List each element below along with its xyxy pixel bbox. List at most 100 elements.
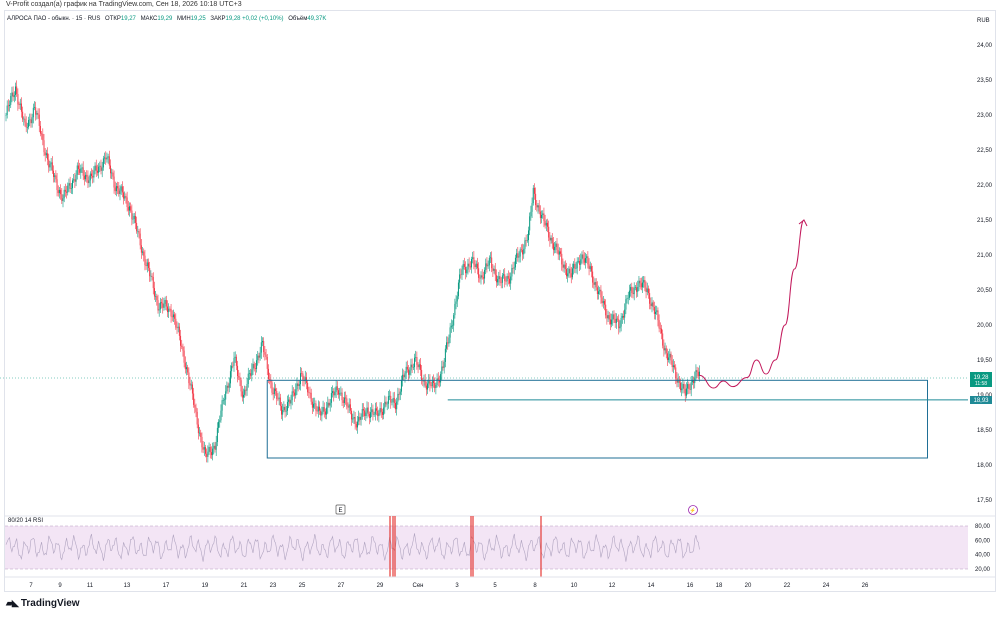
candle-body — [405, 366, 407, 374]
candle-body — [624, 309, 626, 318]
candle-body — [359, 416, 361, 420]
range-box[interactable] — [266, 379, 928, 459]
candle-body — [659, 328, 661, 330]
candle-body — [575, 268, 577, 269]
candle-body — [442, 366, 444, 368]
candle-body — [180, 335, 182, 346]
candle-body — [140, 245, 142, 253]
time-tick-label: 14 — [648, 583, 655, 589]
candle-body — [632, 292, 634, 295]
tradingview-logo-text: TradingView — [20, 598, 80, 609]
candle-body — [225, 391, 227, 400]
time-tick-label: 12 — [609, 583, 616, 589]
candle-body — [188, 372, 190, 384]
candle-body — [604, 301, 605, 305]
candle-body — [298, 384, 300, 387]
symbol-legend[interactable]: АЛРОСА ПАО - обыкн. · 15 · RUS ОТКР19,27… — [7, 16, 326, 22]
candle-body — [532, 187, 534, 204]
candle-body — [479, 277, 481, 279]
candle-body — [157, 300, 159, 311]
candle-body — [105, 157, 107, 160]
candle-body — [201, 437, 203, 448]
candle-body — [539, 211, 541, 219]
candle-body — [304, 377, 306, 382]
candle-body — [566, 269, 567, 277]
candle-body — [127, 207, 129, 211]
candle-body — [462, 263, 464, 270]
candle-body — [45, 153, 47, 156]
candle-body — [354, 417, 356, 425]
candle-body — [171, 316, 173, 318]
candle-body — [427, 383, 429, 390]
candle-body — [690, 382, 692, 390]
candle-body — [69, 183, 71, 189]
candle-body — [247, 373, 249, 384]
candle-body — [688, 384, 690, 390]
candle-body — [243, 394, 244, 398]
candle-body — [646, 288, 648, 293]
time-axis[interactable]: 7 9 11 13 17 19 21 23 25 27 29 Сен 3 5 8 10 12 14 16 18 20 22… — [29, 583, 869, 589]
candle-body — [520, 249, 522, 251]
candle-body — [77, 165, 79, 169]
candle-body — [528, 230, 529, 241]
candle-body — [54, 175, 56, 177]
candle-body — [461, 269, 463, 275]
candle-body — [221, 400, 223, 411]
candle-body — [482, 277, 484, 279]
tradingview-logo[interactable]: ▰◣ TradingView — [6, 598, 80, 609]
candle-body — [657, 310, 659, 321]
candle-body — [621, 315, 623, 318]
candle-body — [618, 319, 620, 329]
candle-body — [229, 371, 231, 384]
candle-body — [645, 287, 647, 293]
candle-body — [338, 390, 339, 395]
candle-body — [32, 107, 34, 118]
time-tick-label: 24 — [823, 583, 830, 589]
last-price-text: 19,28 — [973, 375, 989, 381]
candle-body — [455, 301, 457, 304]
candle-body — [81, 167, 83, 169]
projection-path[interactable] — [699, 219, 805, 389]
candle-body — [599, 289, 601, 292]
candle-body — [197, 424, 199, 434]
symbol-name[interactable]: АЛРОСА ПАО - обыкн. · 15 · RUS — [7, 16, 101, 22]
candle-body — [412, 367, 414, 368]
candle-body — [493, 268, 495, 271]
candle-body — [517, 253, 519, 258]
candle-body — [495, 275, 497, 283]
candle-body — [164, 299, 166, 304]
candle-body — [124, 196, 126, 199]
candle-body — [569, 268, 571, 274]
candle-body — [196, 411, 198, 425]
candle-body — [18, 104, 20, 106]
candle-body — [68, 183, 70, 186]
time-tick-label: 25 — [299, 583, 306, 589]
candle-body — [314, 403, 316, 405]
candle-body — [184, 362, 186, 370]
candle-body — [634, 287, 636, 288]
dividend-marker[interactable]: ⚡ — [688, 505, 698, 515]
price-axis[interactable]: 24,00 23,50 23,00 22,50 22,00 21,50 21,00 20,50… — [977, 43, 993, 504]
candle-body — [491, 257, 493, 269]
candle-body — [457, 282, 459, 297]
earnings-marker[interactable]: E — [335, 504, 346, 515]
candle-body — [228, 383, 230, 388]
price-tick-label: 19,50 — [977, 358, 993, 364]
candle-body — [587, 256, 589, 265]
candle-body — [111, 172, 113, 174]
time-tick-label: 11 — [87, 583, 94, 589]
candle-body — [234, 356, 236, 359]
candle-body — [536, 205, 538, 208]
candle-body — [48, 159, 50, 168]
candle-body — [680, 382, 681, 391]
candle-body — [63, 189, 65, 199]
candle-body — [674, 365, 676, 368]
candle-body — [259, 352, 261, 358]
candle-body — [525, 240, 527, 241]
time-tick-label: 21 — [241, 583, 248, 589]
candle-body — [411, 364, 413, 368]
candle-body — [349, 404, 351, 411]
time-tick-label: 8 — [533, 583, 537, 589]
rsi-tick-label: 20,00 — [975, 567, 991, 573]
